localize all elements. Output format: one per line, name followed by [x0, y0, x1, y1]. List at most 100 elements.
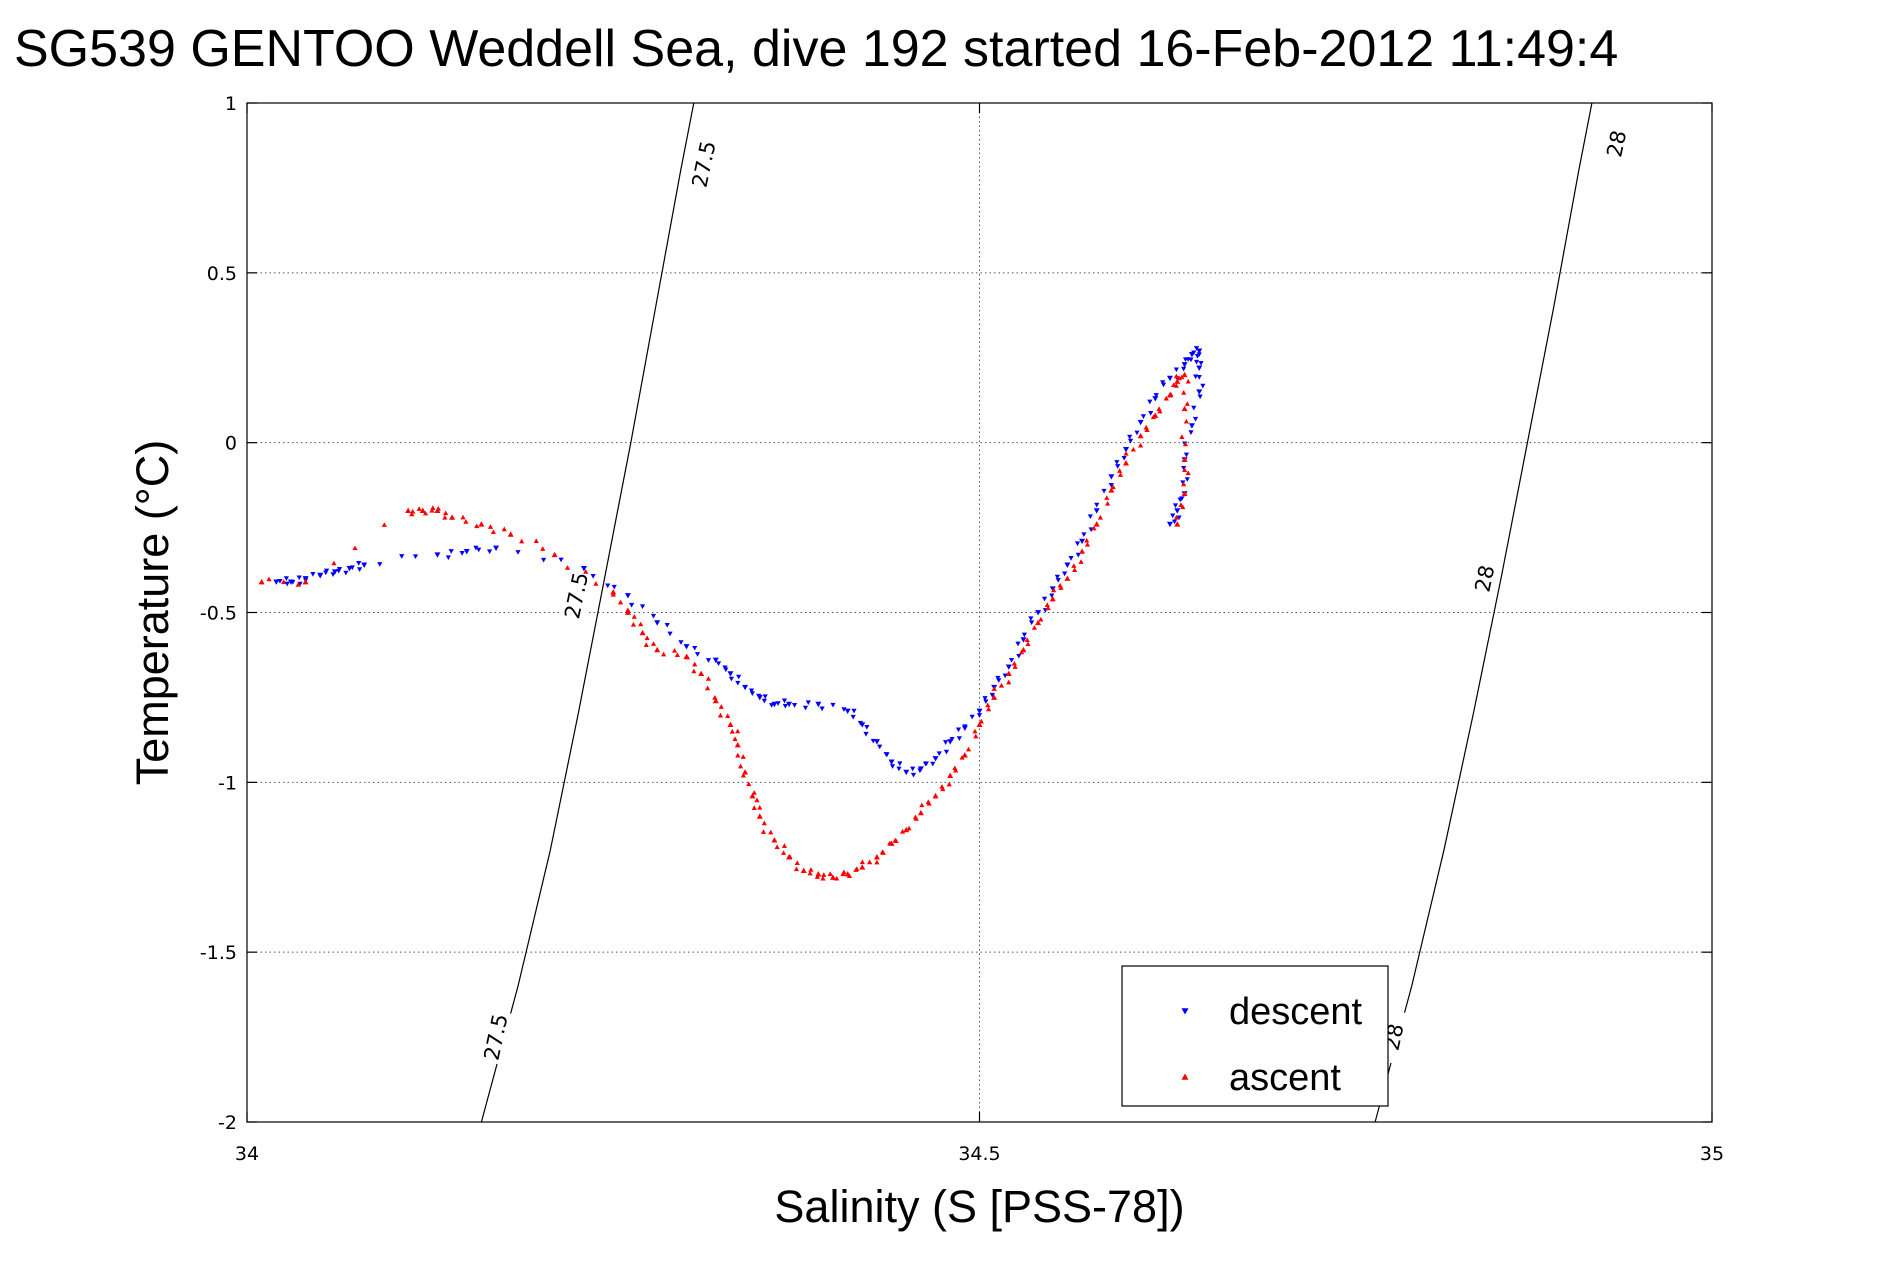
- ascent-point: [1006, 679, 1012, 685]
- descent-point: [1180, 480, 1186, 486]
- ascent-point: [671, 647, 678, 653]
- ascent-point: [410, 508, 416, 514]
- ascent-point: [774, 844, 780, 850]
- descent-point: [712, 657, 719, 664]
- contour-line-0: [480, 102, 695, 1123]
- descent-point: [1016, 653, 1022, 659]
- descent-point: [297, 581, 303, 587]
- ascent-point: [729, 728, 735, 734]
- ascent-point: [991, 694, 998, 700]
- ascent-point: [593, 581, 599, 586]
- ascent-point: [691, 668, 697, 674]
- descent-point: [989, 692, 995, 698]
- ascent-point: [409, 511, 415, 517]
- ascent-point: [1104, 495, 1110, 500]
- descent-point: [1174, 508, 1181, 514]
- descent-point: [1137, 419, 1144, 426]
- ascent-point: [1123, 460, 1129, 466]
- ascent-point: [507, 531, 514, 537]
- descent-point: [802, 705, 809, 711]
- ascent-point: [1064, 575, 1071, 581]
- ascent-point: [888, 840, 895, 846]
- ascent-point: [1084, 537, 1090, 543]
- ascent-point: [429, 508, 435, 513]
- descent-point: [590, 573, 596, 579]
- contour-label: 28: [1470, 563, 1499, 594]
- descent-point: [1134, 430, 1140, 436]
- descent-point: [1198, 360, 1204, 366]
- descent-point: [284, 581, 290, 587]
- descent-point: [611, 584, 617, 590]
- ascent-point: [780, 850, 787, 855]
- descent-point: [897, 761, 903, 767]
- descent-point: [1127, 434, 1133, 440]
- descent-point: [694, 652, 701, 657]
- ascent-point: [712, 697, 719, 704]
- descent-point: [863, 731, 869, 737]
- descent-point: [930, 761, 936, 767]
- descent-point: [1181, 362, 1188, 368]
- legend-label-descent: descent: [1229, 991, 1363, 1033]
- ascent-point: [1051, 587, 1057, 593]
- ascent-point: [1168, 391, 1174, 397]
- ascent-point: [1152, 412, 1159, 418]
- ascent-point: [998, 682, 1005, 688]
- ascent-point: [808, 867, 814, 872]
- descent-point: [1028, 616, 1034, 621]
- descent-point: [1035, 610, 1042, 616]
- descent-point: [976, 708, 983, 715]
- legend-label-ascent: ascent: [1229, 1057, 1341, 1099]
- ascent-point: [1031, 625, 1038, 630]
- ascent-point: [859, 859, 865, 865]
- descent-point: [1166, 521, 1173, 528]
- descent-point: [283, 576, 289, 581]
- ascent-point: [751, 805, 757, 810]
- descent-point: [982, 696, 988, 701]
- ascent-point: [846, 873, 853, 879]
- ascent-point: [583, 569, 589, 574]
- data-points: [258, 346, 1206, 881]
- descent-point: [791, 703, 798, 708]
- descent-point: [873, 739, 880, 745]
- descent-point: [683, 644, 690, 650]
- descent-point: [917, 766, 924, 772]
- descent-point: [476, 547, 482, 553]
- ascent-point: [840, 871, 846, 877]
- descent-point: [976, 713, 983, 718]
- descent-point: [864, 724, 870, 730]
- descent-point: [903, 769, 910, 776]
- ascent-point: [478, 521, 485, 527]
- grid-layer: [246, 102, 1713, 1123]
- contour-line-1: [1374, 102, 1593, 1123]
- ascent-point: [1144, 427, 1150, 432]
- descent-point: [277, 578, 283, 584]
- ascent-point: [952, 765, 958, 771]
- ascent-point: [1020, 646, 1027, 653]
- descent-point: [1171, 519, 1178, 525]
- ascent-point: [1079, 548, 1086, 554]
- ascent-point: [1174, 378, 1181, 384]
- descent-point: [515, 550, 521, 555]
- descent-point: [1181, 466, 1187, 471]
- descent-point: [310, 572, 316, 577]
- y-tick-label: -2: [218, 1112, 237, 1134]
- ascent-point: [443, 510, 449, 516]
- x-axis-label: Salinity (S [PSS-78]): [774, 1181, 1184, 1232]
- ascent-point: [643, 642, 649, 648]
- ascent-point: [1035, 619, 1042, 626]
- ascent-point: [1157, 408, 1163, 414]
- descent-point: [650, 613, 657, 619]
- x-tick-label: 34: [235, 1143, 259, 1165]
- ascent-point: [1184, 401, 1190, 406]
- axis-ticks: 34 34.5 35 -2 -1.5 -1 -0.5 0 0.5 1: [200, 93, 1724, 1165]
- descent-point: [910, 766, 916, 772]
- ascent-point: [430, 505, 436, 510]
- ascent-point: [972, 728, 978, 734]
- ascent-point: [1058, 585, 1064, 590]
- descent-point: [1140, 414, 1147, 419]
- ascent-point: [644, 635, 650, 641]
- ascent-point: [985, 702, 991, 708]
- ascent-point: [1011, 660, 1017, 666]
- ascent-point: [1012, 664, 1018, 669]
- descent-point: [1094, 502, 1100, 508]
